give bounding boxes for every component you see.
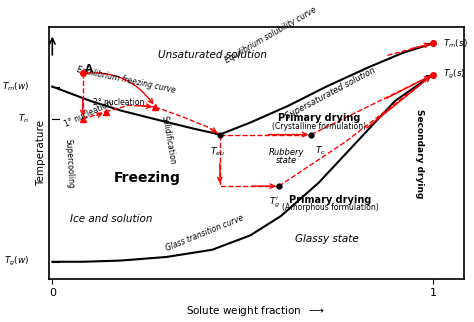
Text: $T_n$: $T_n$	[18, 113, 29, 125]
Text: $T_{eu}$: $T_{eu}$	[210, 145, 226, 158]
Text: $T_g(s)$: $T_g(s)$	[443, 68, 465, 81]
Y-axis label: Temperature: Temperature	[36, 119, 46, 185]
Text: $T_c$: $T_c$	[315, 144, 326, 156]
Text: A: A	[84, 63, 92, 73]
X-axis label: Solute weight fraction  $\longrightarrow$: Solute weight fraction $\longrightarrow$	[186, 304, 326, 318]
Text: $T_g(w)$: $T_g(w)$	[4, 255, 29, 268]
Text: state: state	[276, 156, 297, 166]
Text: $T_m(w)$: $T_m(w)$	[2, 80, 29, 93]
Text: (Crystalline formulation): (Crystalline formulation)	[272, 121, 366, 130]
Text: Supercooling: Supercooling	[64, 138, 75, 188]
Text: Glassy state: Glassy state	[295, 234, 358, 244]
Text: Equilibrium freezing curve: Equilibrium freezing curve	[76, 65, 177, 95]
Text: Supersaturated solution: Supersaturated solution	[283, 66, 377, 121]
Text: 1° nucleation: 1° nucleation	[64, 99, 114, 129]
Text: Solidification: Solidification	[160, 115, 177, 166]
Text: Secondary drying: Secondary drying	[415, 109, 424, 198]
Text: Freezing: Freezing	[114, 171, 181, 185]
Text: $T_m(s)$: $T_m(s)$	[443, 37, 467, 50]
Text: Ice and solution: Ice and solution	[70, 213, 153, 223]
Text: 2° nucleation: 2° nucleation	[93, 98, 145, 107]
Text: Primary drying: Primary drying	[278, 113, 360, 123]
Text: Rubbery: Rubbery	[269, 148, 304, 157]
Text: Unsaturated solution: Unsaturated solution	[158, 50, 267, 60]
Text: Equilibrium solubility curve: Equilibrium solubility curve	[224, 5, 319, 64]
Text: Primary drying: Primary drying	[289, 195, 372, 205]
Text: $T_g'$: $T_g'$	[269, 196, 281, 210]
Text: (Amorphous formulation): (Amorphous formulation)	[282, 203, 379, 212]
Text: Glass transition curve: Glass transition curve	[164, 213, 245, 253]
